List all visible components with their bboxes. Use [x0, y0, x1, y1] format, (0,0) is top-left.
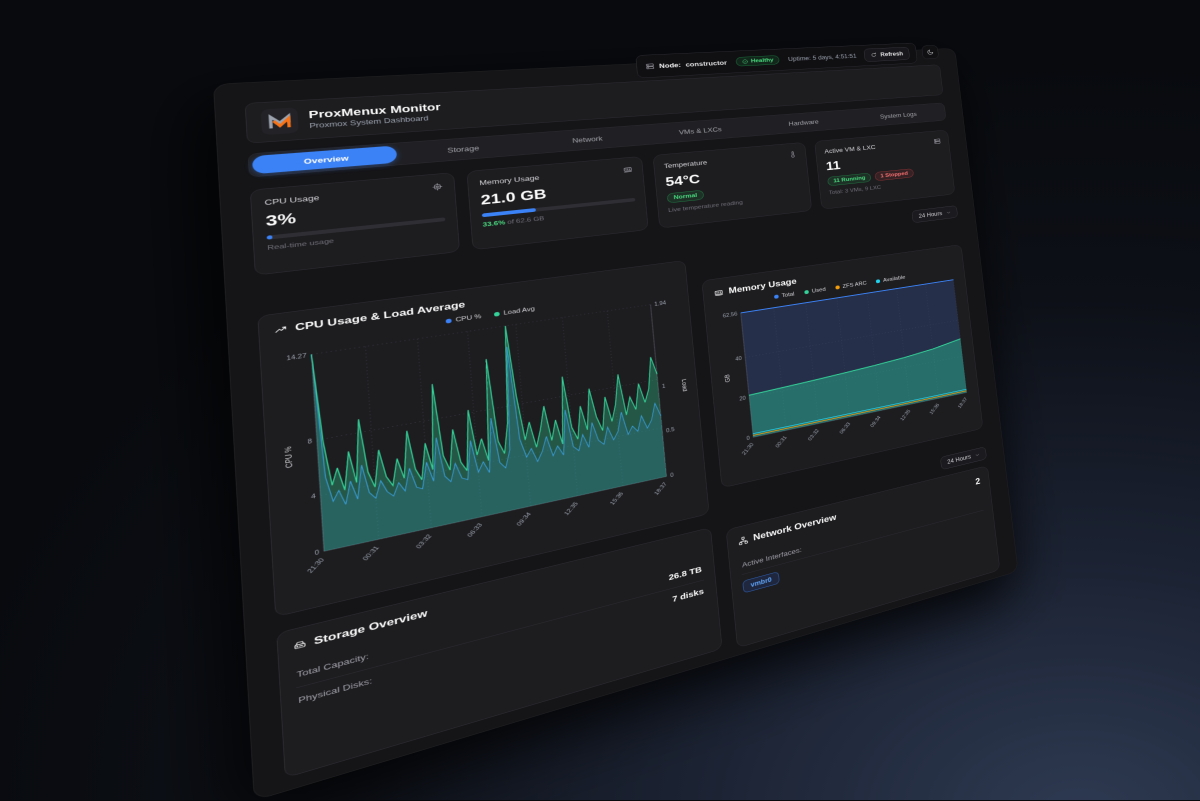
- svg-text:15:36: 15:36: [928, 402, 940, 415]
- refresh-icon: [871, 52, 878, 57]
- svg-text:00:31: 00:31: [774, 435, 788, 449]
- svg-text:20: 20: [739, 395, 746, 402]
- vm-card-label: Active VM & LXC: [824, 144, 876, 155]
- svg-text:4: 4: [311, 493, 316, 501]
- total-legend-dot: [774, 294, 779, 298]
- right-column: Memory Usage Total Used ZFS ARC Availabl…: [699, 224, 1000, 648]
- tab-storage[interactable]: Storage: [396, 136, 528, 163]
- svg-text:00:31: 00:31: [361, 545, 381, 562]
- svg-text:18:37: 18:37: [956, 396, 968, 409]
- node-label: Node:: [659, 61, 681, 69]
- cpu-usage-card: CPU Usage 3% Real-time usage: [250, 172, 460, 275]
- node-indicator: Node: constructor: [645, 59, 727, 70]
- server-stack-icon: [933, 138, 941, 145]
- refresh-button[interactable]: Refresh: [864, 47, 910, 62]
- hard-drive-icon: [293, 639, 307, 652]
- svg-text:18:37: 18:37: [652, 481, 668, 496]
- tab-hardware[interactable]: Hardware: [752, 112, 852, 134]
- svg-text:21:30: 21:30: [740, 442, 755, 456]
- svg-text:06:33: 06:33: [465, 522, 484, 538]
- network-overview-card: Network Overview 2 Active Interfaces: vm…: [726, 465, 1000, 648]
- load-legend-dot: [494, 312, 500, 317]
- used-legend-dot: [804, 290, 809, 294]
- memory-chart-card: Memory Usage Total Used ZFS ARC Availabl…: [702, 244, 984, 488]
- svg-text:09:34: 09:34: [869, 415, 882, 428]
- svg-text:15:36: 15:36: [608, 491, 625, 506]
- main-grid: CPU Usage & Load Average CPU % Load Avg …: [257, 224, 1000, 782]
- dashboard-panel: Node: constructor Healthy Uptime: 5 days…: [213, 48, 1018, 801]
- vm-running-badge: 11 Running: [827, 173, 871, 187]
- check-circle-icon: [742, 59, 749, 64]
- trending-up-icon: [274, 324, 288, 336]
- svg-text:1.94: 1.94: [654, 300, 666, 308]
- available-legend-dot: [876, 279, 880, 283]
- svg-text:12:35: 12:35: [899, 409, 912, 422]
- zfs-arc-legend-dot: [835, 285, 840, 289]
- svg-text:Load: Load: [680, 378, 689, 392]
- memory-card-label: Memory Usage: [479, 174, 539, 187]
- svg-text:14.27: 14.27: [286, 352, 307, 362]
- memory-progress-fill: [482, 208, 536, 217]
- cpu-legend-dot: [445, 319, 451, 324]
- network-interface-count: 2: [975, 476, 981, 487]
- svg-text:03:32: 03:32: [414, 533, 433, 550]
- svg-text:8: 8: [307, 437, 312, 445]
- server-icon: [645, 62, 655, 70]
- svg-text:1: 1: [662, 383, 666, 390]
- tab-overview[interactable]: Overview: [252, 145, 397, 174]
- theme-toggle-button[interactable]: [921, 45, 939, 59]
- memory-chart: 21:30 00:31 03:32 06:33 09:34 12:35 15:36 18:37…: [716, 273, 975, 474]
- cpu-icon: [432, 182, 443, 191]
- svg-text:0: 0: [314, 549, 319, 557]
- moon-icon: [927, 49, 934, 55]
- time-range-select[interactable]: 24 Hours: [912, 205, 958, 223]
- svg-text:CPU %: CPU %: [283, 446, 294, 469]
- cpu-progress-fill: [267, 235, 273, 240]
- temperature-status-badge: Normal: [667, 190, 704, 203]
- tab-vms-lxcs[interactable]: VMs & LXCs: [645, 119, 754, 143]
- svg-text:0: 0: [746, 435, 750, 442]
- svg-text:62.56: 62.56: [723, 311, 738, 319]
- svg-text:12:35: 12:35: [562, 501, 579, 516]
- temperature-card-label: Temperature: [664, 159, 708, 170]
- interface-badge[interactable]: vmbr0: [742, 571, 779, 593]
- svg-text:06:33: 06:33: [838, 421, 852, 435]
- memory-usage-card: Memory Usage 21.0 GB 33.6% of 62.6 GB: [467, 156, 649, 250]
- tab-system-logs[interactable]: System Logs: [851, 105, 944, 126]
- header-titles: ProxMenux Monitor Proxmox System Dashboa…: [308, 101, 441, 129]
- temperature-card: Temperature 54°C Normal Live temperature…: [653, 142, 812, 228]
- vm-stopped-badge: 1 Stopped: [874, 168, 913, 181]
- node-value: constructor: [685, 59, 727, 68]
- chevron-down-icon: [974, 452, 980, 458]
- health-badge: Healthy: [735, 55, 780, 66]
- app-logo: [261, 107, 299, 135]
- cpu-card-label: CPU Usage: [264, 193, 319, 206]
- memory-chart-icon: [714, 288, 724, 297]
- proxmenux-logo-icon: [266, 111, 294, 132]
- memory-icon: [623, 165, 633, 173]
- active-vm-card: Active VM & LXC 11 11 Running 1 Stopped …: [814, 130, 955, 210]
- tab-network[interactable]: Network: [526, 127, 646, 152]
- uptime-text: Uptime: 5 days, 4:51:51: [788, 53, 857, 63]
- svg-text:40: 40: [735, 355, 742, 362]
- svg-text:0.5: 0.5: [666, 426, 675, 434]
- thermometer-icon: [788, 151, 797, 159]
- network-icon: [738, 535, 748, 545]
- svg-text:03:32: 03:32: [806, 428, 820, 442]
- svg-text:09:34: 09:34: [515, 511, 533, 527]
- svg-text:GB: GB: [724, 373, 732, 382]
- svg-text:0: 0: [670, 472, 674, 479]
- chevron-down-icon: [946, 210, 952, 215]
- svg-text:21:30: 21:30: [305, 557, 326, 574]
- left-column: CPU Usage & Load Average CPU % Load Avg …: [257, 260, 722, 778]
